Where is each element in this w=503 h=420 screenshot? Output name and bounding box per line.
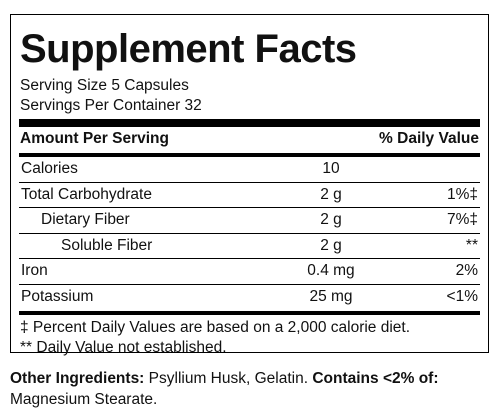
bottom-divider	[19, 311, 480, 315]
contains-text: Magnesium Stearate.	[10, 391, 158, 408]
panel-title: Supplement Facts	[20, 27, 357, 71]
nutrient-daily-value: 2%	[455, 262, 478, 279]
other-ingredients-label: Other Ingredients:	[10, 370, 145, 387]
footnote-not-established: ** Daily Value not established.	[20, 339, 227, 356]
nutrient-amount: 10	[322, 160, 340, 177]
table-row: Calories 10	[19, 157, 480, 183]
nutrient-name: Soluble Fiber	[61, 236, 153, 254]
nutrient-name: Dietary Fiber	[41, 211, 130, 228]
other-ingredients-text: Psyllium Husk, Gelatin.	[144, 370, 313, 387]
nutrient-name: Calories	[21, 160, 78, 177]
nutrient-daily-value: 7%‡	[446, 211, 478, 228]
supplement-facts-panel: Supplement Facts Serving Size 5 Capsules…	[10, 14, 489, 356]
daily-value-heading: % Daily Value	[379, 130, 479, 147]
thick-divider	[19, 119, 480, 127]
servings-per-container: Servings Per Container 32	[20, 97, 202, 114]
nutrient-daily-value: <1%	[446, 287, 478, 305]
contains-label: Contains <2% of:	[312, 370, 439, 387]
footnote-daily-values: ‡ Percent Daily Values are based on a 2,…	[20, 319, 411, 336]
other-ingredients: Other Ingredients: Psyllium Husk, Gelati…	[10, 368, 494, 410]
table-row: Dietary Fiber 2 g 7%‡	[19, 208, 480, 234]
nutrient-amount: 2 g	[320, 185, 342, 203]
table-row: Potassium 25 mg <1%	[19, 285, 480, 310]
nutrient-name: Total Carbohydrate	[21, 185, 152, 203]
nutrient-name: Iron	[21, 262, 48, 279]
amount-per-serving-heading: Amount Per Serving	[20, 130, 169, 147]
table-row: Total Carbohydrate 2 g 1%‡	[19, 183, 480, 208]
nutrient-amount: 25 mg	[309, 287, 353, 305]
table-header: Amount Per Serving % Daily Value	[20, 127, 479, 152]
nutrient-amount: 0.4 mg	[307, 262, 355, 279]
nutrient-daily-value: 1%‡	[446, 185, 478, 203]
serving-size: Serving Size 5 Capsules	[20, 77, 189, 94]
nutrient-daily-value: **	[465, 236, 478, 254]
nutrient-table: Calories 10 Total Carbohydrate 2 g 1%‡ D…	[19, 157, 480, 309]
medium-divider	[19, 153, 480, 157]
table-row: Soluble Fiber 2 g **	[19, 234, 480, 259]
table-row: Iron 0.4 mg 2%	[19, 259, 480, 285]
nutrient-amount: 2 g	[320, 236, 342, 254]
nutrient-amount: 2 g	[320, 211, 342, 228]
nutrient-name: Potassium	[21, 287, 94, 305]
